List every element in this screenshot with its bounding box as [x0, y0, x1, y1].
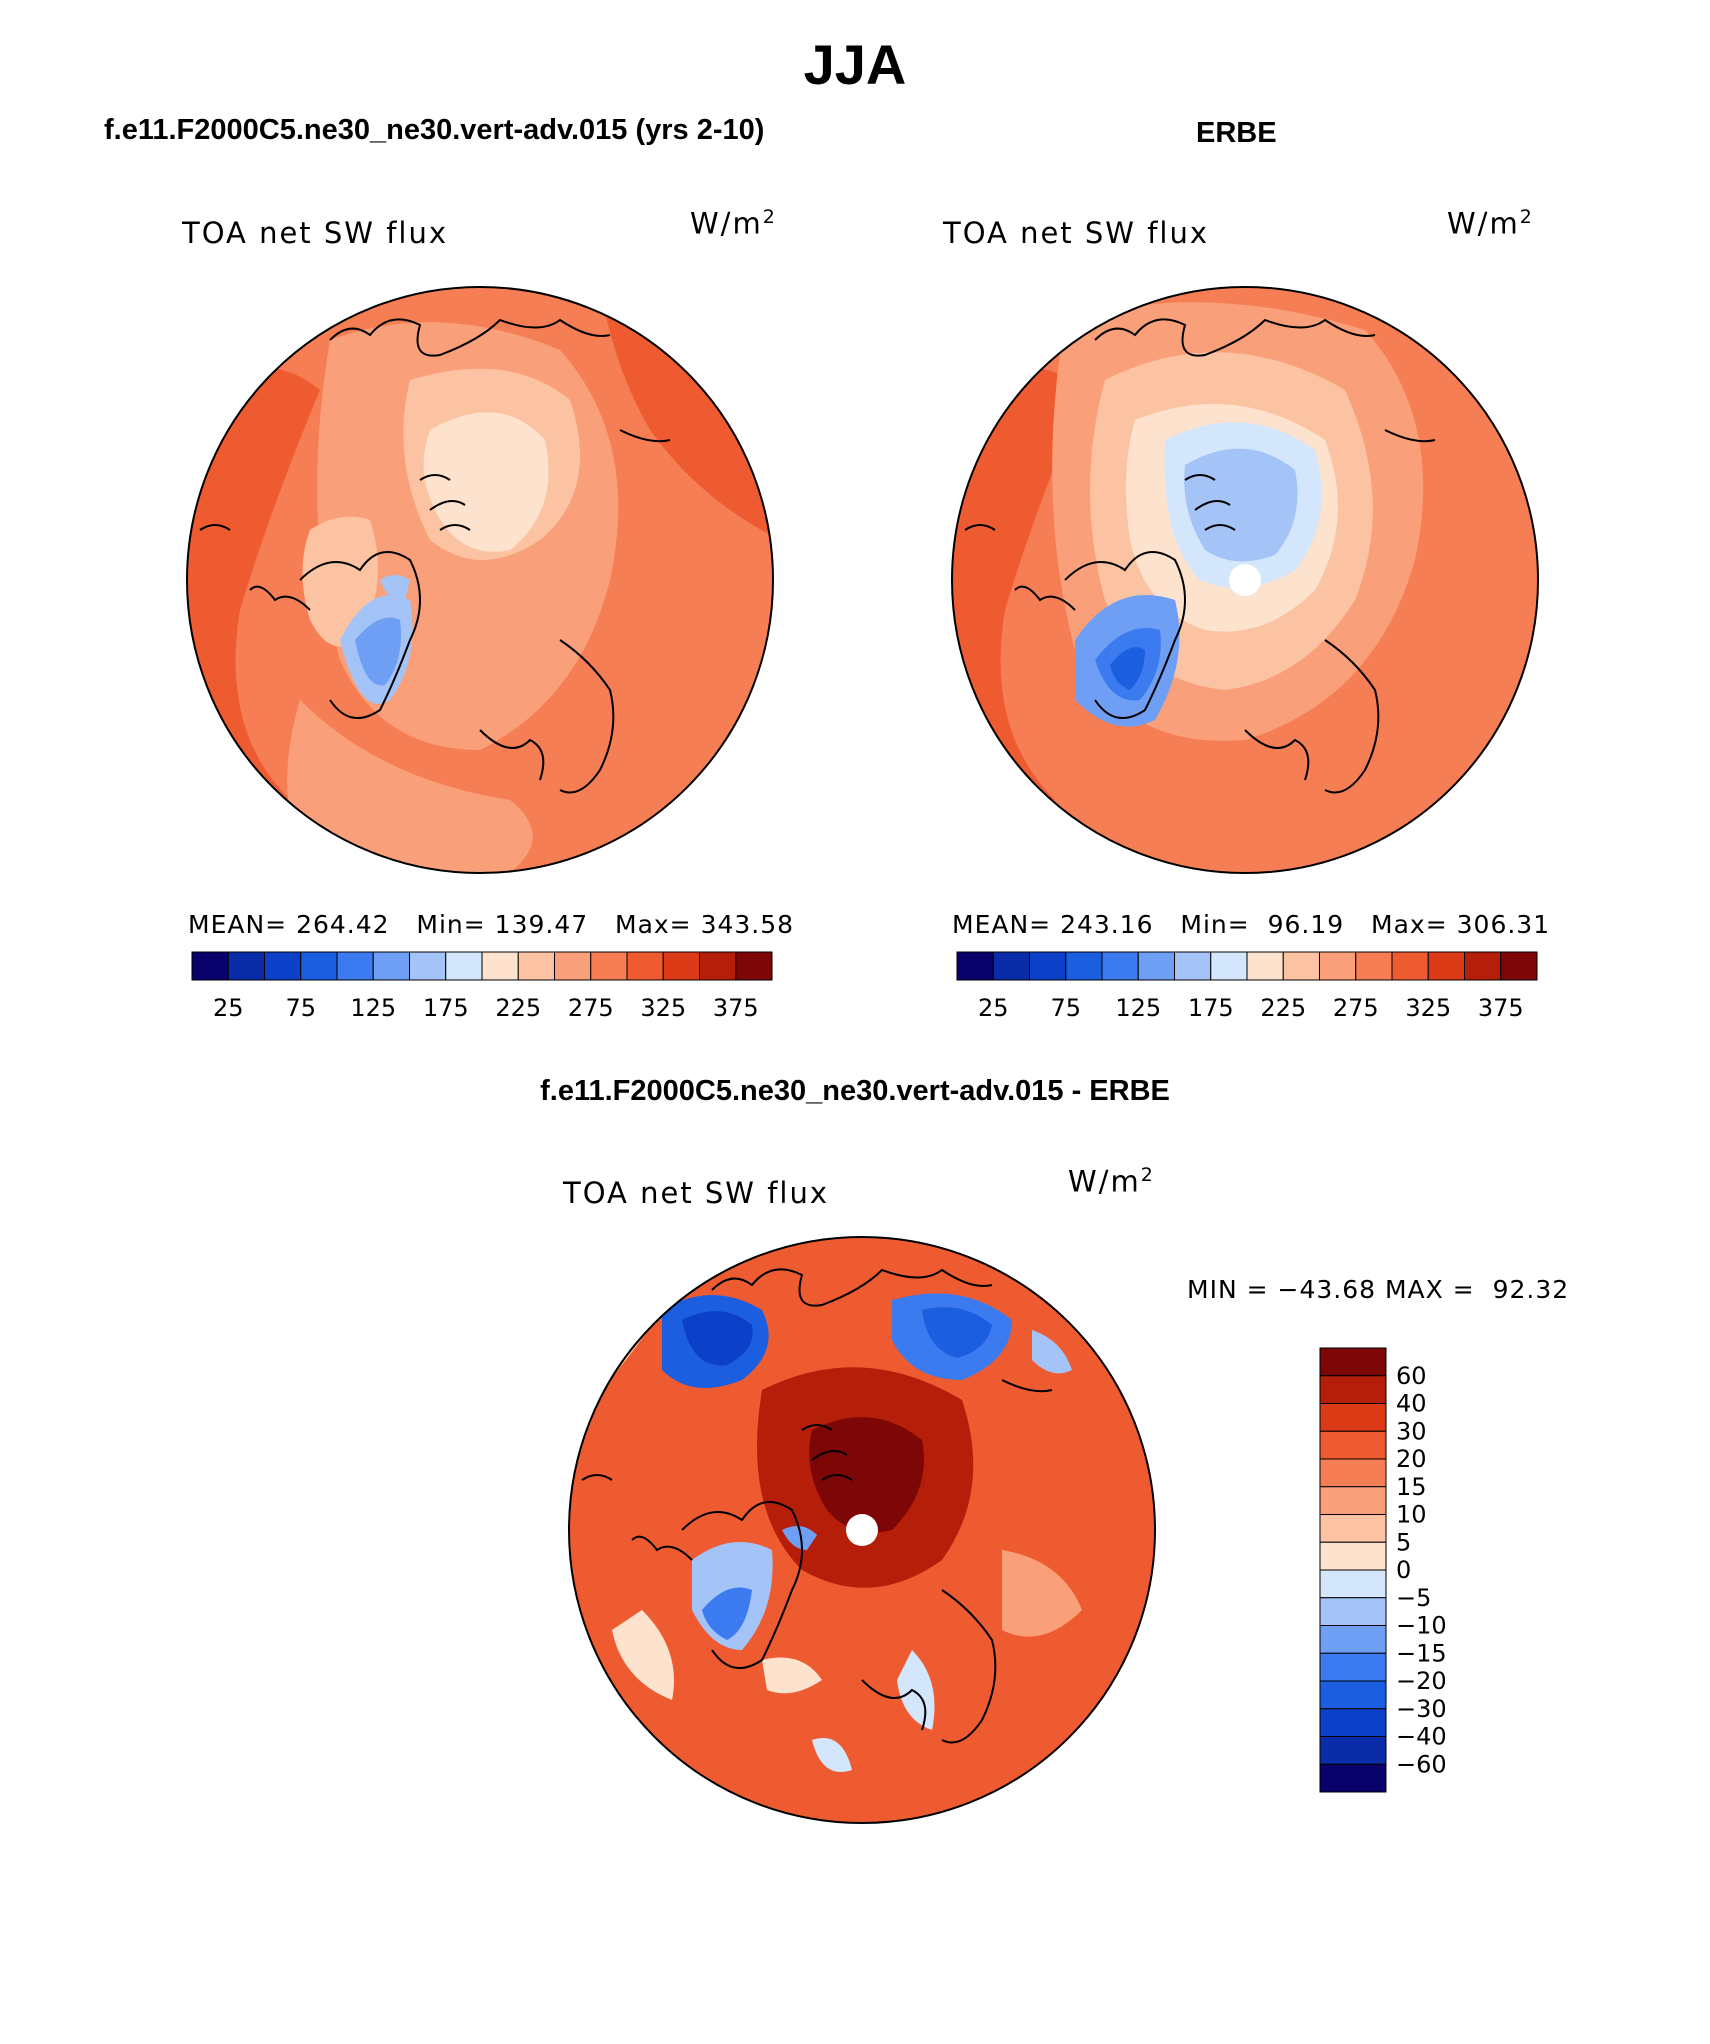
- panel-title-diff: f.e11.F2000C5.ne30_ne30.vert-adv.015 - E…: [540, 1075, 1170, 1107]
- colorbar-swatch: [1319, 1736, 1387, 1765]
- colorbar-tick-label: −40: [1396, 1723, 1447, 1751]
- colorbar-swatch: [336, 951, 374, 981]
- colorbar-tick-label: 275: [1333, 994, 1379, 1022]
- colorbar-swatch: [1319, 1458, 1387, 1488]
- colorbar-swatch: [1319, 1680, 1387, 1710]
- colorbar-tick-label: −30: [1396, 1695, 1447, 1723]
- colorbar-swatch: [992, 951, 1030, 981]
- panel-title-obs: ERBE: [1196, 117, 1277, 149]
- colorbar-swatch: [1319, 1541, 1387, 1571]
- colorbar-swatch: [264, 951, 302, 981]
- colorbar-tick-label: 75: [1050, 994, 1081, 1022]
- colorbar-tick-label: 125: [1115, 994, 1161, 1022]
- colorbar-swatch: [1464, 951, 1502, 981]
- colorbar-tick-label: 60: [1396, 1362, 1427, 1390]
- colorbar-swatch: [1319, 1486, 1387, 1515]
- colorbar-swatch: [662, 951, 700, 981]
- stats-model: MEAN= 264.42 Min= 139.47 Max= 343.58: [188, 910, 795, 939]
- colorbar-tick-label: 25: [213, 994, 244, 1022]
- colorbar-tick-label: 0: [1396, 1556, 1411, 1584]
- stats-diff: MIN = −43.68 MAX = 92.32: [1187, 1275, 1570, 1304]
- colorbar-swatch: [1174, 951, 1212, 981]
- stats-obs: MEAN= 243.16 Min= 96.19 Max= 306.31: [952, 910, 1551, 939]
- units-obs: W/m2: [1447, 206, 1534, 241]
- colorbar-swatch: [227, 951, 265, 981]
- colorbar-swatch: [481, 951, 519, 981]
- figure-title: JJA: [803, 33, 907, 96]
- colorbar-swatch: [554, 951, 592, 981]
- colorbar-tick-label: 20: [1396, 1445, 1427, 1473]
- colorbar-tick-label: 25: [978, 994, 1009, 1022]
- colorbar-swatch: [1101, 951, 1139, 981]
- colorbar-swatch: [1319, 1597, 1387, 1626]
- colorbar-swatch: [1319, 1403, 1387, 1432]
- colorbar-swatch: [956, 951, 994, 981]
- colorbar-swatch: [409, 951, 447, 981]
- colorbar-swatch: [1319, 1763, 1387, 1793]
- colorbar-model: 25 75 125 175 225 275 325 375: [191, 951, 773, 1022]
- colorbar-swatch: [590, 951, 628, 981]
- colorbar-swatch: [1319, 1514, 1387, 1543]
- units-model: W/m2: [690, 206, 777, 241]
- colorbar-swatch: [372, 951, 410, 981]
- panel-title-model: f.e11.F2000C5.ne30_ne30.vert-adv.015 (yr…: [104, 114, 765, 146]
- colorbar-tick-label: 40: [1396, 1390, 1427, 1418]
- colorbar-swatch: [626, 951, 664, 981]
- colorbar-swatch: [300, 951, 338, 981]
- colorbar-tick-label: −20: [1396, 1667, 1447, 1695]
- field-name-model: TOA net SW flux: [182, 216, 449, 250]
- field-name-diff: TOA net SW flux: [563, 1176, 830, 1210]
- units-diff: W/m2: [1068, 1164, 1155, 1199]
- colorbar-tick-label: 375: [713, 994, 759, 1022]
- colorbar-tick-label: −60: [1396, 1750, 1447, 1778]
- colorbar-swatch: [1319, 1569, 1387, 1599]
- colorbar-swatch: [445, 951, 483, 981]
- colorbar-tick-label: 125: [350, 994, 396, 1022]
- colorbar-swatch: [1319, 951, 1357, 981]
- colorbar-tick-label: 175: [1188, 994, 1234, 1022]
- colorbar-swatch: [1319, 1430, 1387, 1460]
- colorbar-tick-label: 325: [640, 994, 686, 1022]
- colorbar-tick-label: 5: [1396, 1528, 1411, 1556]
- colorbar-swatch: [1065, 951, 1103, 981]
- colorbar-tick-label: 75: [285, 994, 316, 1022]
- colorbar-tick-label: 275: [568, 994, 614, 1022]
- colorbar-swatch: [517, 951, 555, 981]
- colorbar-tick-label: 325: [1405, 994, 1451, 1022]
- colorbar-tick-label: 175: [423, 994, 469, 1022]
- colorbar-swatch: [1029, 951, 1067, 981]
- colorbar-swatch: [1427, 951, 1465, 981]
- colorbar-swatch: [1137, 951, 1175, 981]
- colorbar-swatch: [1246, 951, 1284, 981]
- colorbar-swatch: [1282, 951, 1320, 981]
- field-name-obs: TOA net SW flux: [943, 216, 1210, 250]
- colorbar-swatch: [1319, 1347, 1387, 1377]
- colorbar-swatch: [1500, 951, 1538, 981]
- map-diff: [568, 1236, 1156, 1824]
- colorbar-swatch: [699, 951, 737, 981]
- colorbar-swatch: [191, 951, 229, 981]
- colorbar-tick-label: −15: [1396, 1639, 1447, 1667]
- map-model: [186, 286, 774, 874]
- colorbar-swatch: [1319, 1652, 1387, 1682]
- colorbar-tick-label: 15: [1396, 1473, 1427, 1501]
- colorbar-swatch: [735, 951, 773, 981]
- colorbar-tick-label: −5: [1396, 1584, 1431, 1612]
- colorbar-tick-label: 225: [1260, 994, 1306, 1022]
- colorbar-swatch: [1355, 951, 1393, 981]
- colorbar-tick-label: 225: [495, 994, 541, 1022]
- colorbar-swatch: [1210, 951, 1248, 981]
- colorbar-swatch: [1319, 1625, 1387, 1654]
- colorbar-tick-label: 30: [1396, 1417, 1427, 1445]
- colorbar-tick-label: −10: [1396, 1612, 1447, 1640]
- colorbar-swatch: [1319, 1708, 1387, 1737]
- colorbar-swatch: [1391, 951, 1429, 981]
- colorbar-swatch: [1319, 1375, 1387, 1404]
- colorbar-tick-label: 375: [1478, 994, 1524, 1022]
- map-obs: [951, 286, 1539, 874]
- colorbar-obs: 25 75 125 175 225 275 325 375: [956, 951, 1538, 1022]
- colorbar-tick-label: 10: [1396, 1501, 1427, 1529]
